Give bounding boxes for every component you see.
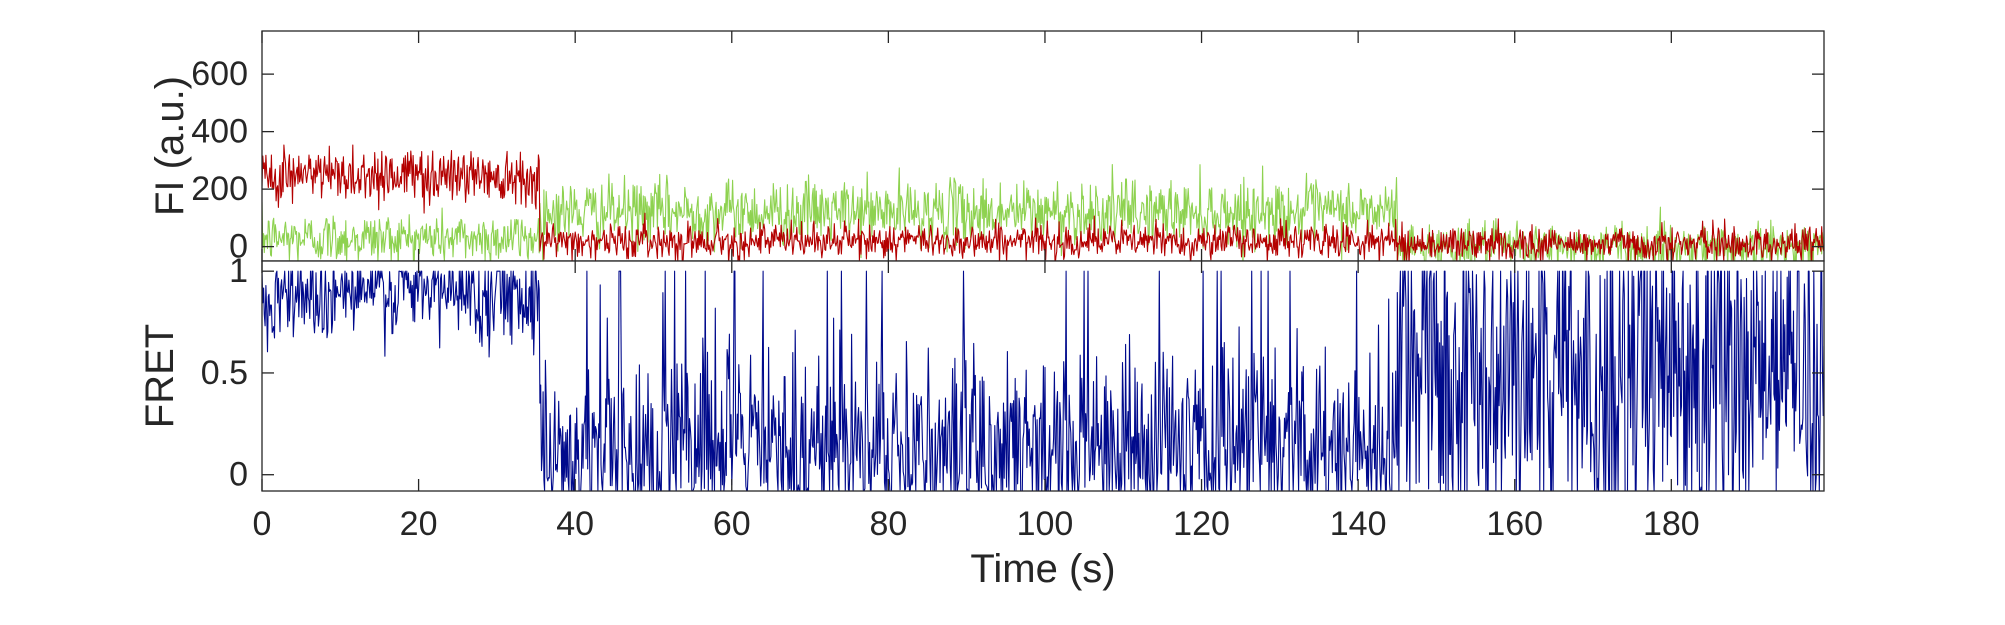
- time-x-tick-label: 120: [1173, 505, 1230, 543]
- fret-series-group: [262, 270, 1824, 491]
- fret-axes-box: [261, 260, 1825, 492]
- time-x-tick-label: 0: [253, 505, 272, 543]
- fret-y-ticks: 00.51: [201, 252, 1824, 494]
- fluorescence-y-tick-label: 400: [191, 113, 248, 151]
- time-x-tick-label: 160: [1486, 505, 1543, 543]
- fluorescence-series-donor-line: [262, 164, 1824, 261]
- time-x-tick-label: 140: [1330, 505, 1387, 543]
- fluorescence-y-axis-label: FI (a.u.): [148, 76, 192, 216]
- fret-series-fret-line: [262, 270, 1824, 491]
- time-x-tick-label: 20: [400, 505, 438, 543]
- fret-y-tick-label: 0: [229, 456, 248, 494]
- time-x-tick-label: 80: [869, 505, 907, 543]
- time-x-tick-label: 180: [1643, 505, 1700, 543]
- fret-y-axis-label: FRET: [138, 324, 182, 428]
- fret-panel: 00.51 0 20 40 60 80 100 120 140 160 180 FRET Time…: [138, 252, 1825, 591]
- fret-y-tick-label: 0.5: [201, 354, 248, 392]
- fluorescence-y-tick-label: 0: [229, 228, 248, 266]
- time-x-tick-label: 100: [1017, 505, 1074, 543]
- time-x-ticks: 0 20 40 60 80 100 120 140 160 180: [253, 261, 1700, 543]
- fluorescence-series-group: [262, 144, 1824, 261]
- time-x-tick-label: 60: [713, 505, 751, 543]
- fret-y-tick-label: 1: [229, 252, 248, 290]
- time-x-axis-label: Time (s): [970, 547, 1115, 591]
- fluorescence-series-acceptor-line: [262, 144, 1824, 261]
- fluorescence-y-tick-label: 200: [191, 170, 248, 208]
- fluorescence-y-ticks: 0 200 400 600: [191, 31, 1824, 266]
- time-x-tick-label: 40: [556, 505, 594, 543]
- fluorescence-y-tick-label: 600: [191, 55, 248, 93]
- fluorescence-panel: 0 200 400 600 FI (a.u.): [148, 30, 1825, 266]
